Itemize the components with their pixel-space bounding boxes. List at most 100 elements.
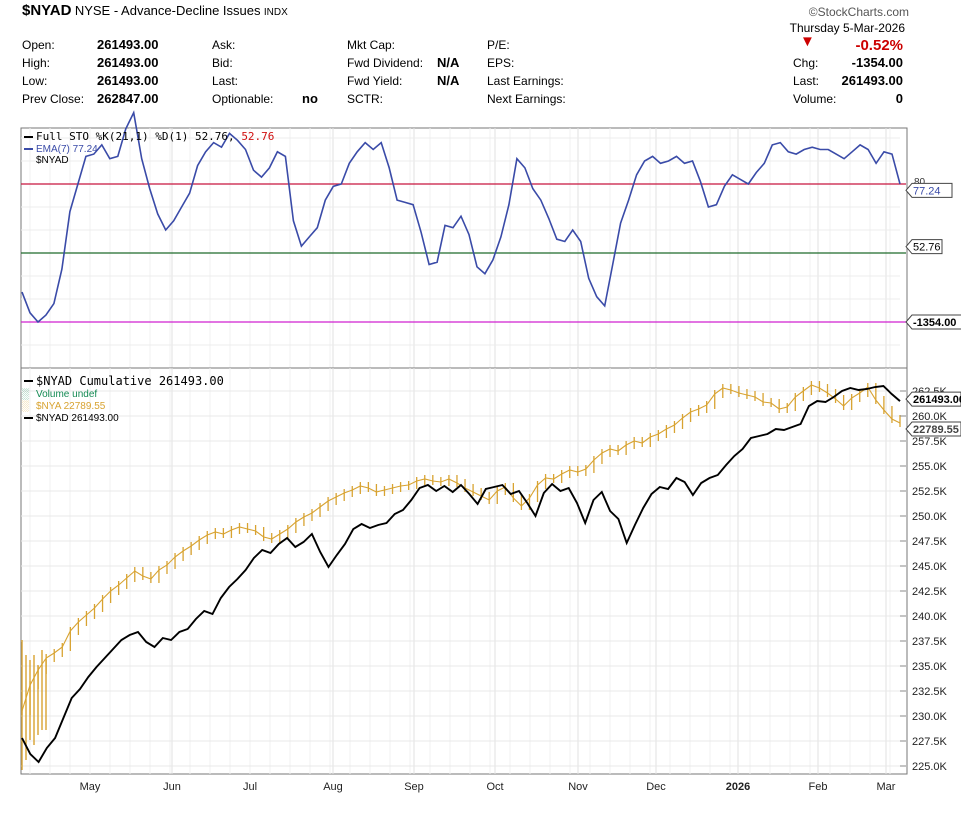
sto-legend: Full STO %K(21,1) %D(1) 52.76, 52.76 EMA… bbox=[24, 130, 274, 166]
volume-legend-label: Volume undef bbox=[36, 389, 97, 400]
price-right-labels: 261493.00 22789.55 bbox=[905, 391, 961, 437]
price-y-tick-label: 232.5K bbox=[912, 686, 948, 698]
last-price-label: Last: bbox=[793, 74, 820, 88]
sto-right-label-text: 52.76 bbox=[913, 242, 941, 254]
price-right-label: 261493.00 bbox=[905, 391, 961, 407]
brand: ©StockCharts.com bbox=[808, 5, 909, 19]
price-y-tick-label: 240.0K bbox=[912, 611, 948, 623]
price-grid bbox=[21, 368, 900, 774]
title-block: $NYAD NYSE - Advance-Decline Issues INDX bbox=[22, 2, 288, 19]
prev-close-label: Prev Close: bbox=[22, 92, 85, 106]
x-tick-label: Aug bbox=[323, 781, 343, 793]
bid-label: Bid: bbox=[212, 56, 233, 70]
open-value: 261493.00 bbox=[97, 37, 159, 52]
x-tick-label: 2026 bbox=[726, 781, 750, 793]
price-y-tick-label: 245.0K bbox=[912, 561, 948, 573]
nyad-legend-swatch bbox=[24, 417, 33, 419]
sto-right-label: 77.24 bbox=[905, 182, 953, 198]
optionable-value: no bbox=[302, 91, 318, 106]
sto-right-label: 52.76 bbox=[905, 239, 943, 255]
volume-value: 0 bbox=[895, 91, 903, 106]
fwd-yield-label: Fwd Yield: bbox=[347, 74, 403, 88]
sto-legend-main: Full STO %K(21,1) %D(1) 52.76, bbox=[36, 130, 235, 143]
ask-label: Ask: bbox=[212, 38, 236, 52]
price-y-axis: 262.5K260.0K257.5K255.0K252.5K250.0K247.… bbox=[900, 386, 948, 773]
sto-series bbox=[21, 110, 901, 324]
low-value: 261493.00 bbox=[97, 73, 159, 88]
x-tick-label: May bbox=[80, 781, 101, 793]
x-tick-label: Sep bbox=[404, 781, 424, 793]
price-y-tick-label: 247.5K bbox=[912, 536, 948, 548]
nya-legend-label: $NYA 22789.55 bbox=[36, 401, 106, 412]
high-label: High: bbox=[22, 56, 51, 70]
price-y-tick-label: 230.0K bbox=[912, 711, 948, 723]
x-axis: May Jun Jul Aug Sep Oct Nov Dec 2026 Feb Mar bbox=[80, 781, 896, 793]
down-arrow-icon: ▼ bbox=[800, 33, 815, 50]
nyad-line bbox=[21, 385, 901, 764]
volume-legend-icon: ░ bbox=[22, 388, 29, 400]
sto-right-label-box bbox=[905, 314, 961, 330]
symbol: $NYAD bbox=[22, 2, 72, 19]
volume-label: Volume: bbox=[793, 92, 837, 106]
eps-label: EPS: bbox=[487, 56, 515, 70]
title: NYSE - Advance-Decline Issues bbox=[74, 3, 261, 18]
sto-right-label: -1354.00 bbox=[905, 314, 961, 330]
ema-legend-label: EMA(7) 77.24 bbox=[36, 144, 98, 155]
mkt-cap-label: Mkt Cap: bbox=[347, 38, 396, 52]
pe-label: P/E: bbox=[487, 38, 510, 52]
x-tick-label: Jun bbox=[163, 781, 181, 793]
price-right-label-text: 261493.00 bbox=[913, 394, 961, 406]
price-y-tick-label: 235.0K bbox=[912, 661, 948, 673]
sto-legend-red: 52.76 bbox=[241, 130, 274, 143]
ema-legend-swatch bbox=[24, 148, 33, 150]
price-y-tick-label: 255.0K bbox=[912, 461, 948, 473]
last-label: Last: bbox=[212, 74, 239, 88]
nyad-cumulative-label: $NYAD Cumulative 261493.00 bbox=[36, 374, 224, 388]
price-y-tick-label: 250.0K bbox=[912, 511, 948, 523]
sto-legend-label: Full STO %K(21,1) %D(1) 52.76, 52.76 bbox=[36, 130, 274, 143]
nya-legend-icon: ░ bbox=[22, 400, 29, 412]
price-y-tick-label: 260.0K bbox=[912, 411, 948, 423]
price-right-label-text: 22789.55 bbox=[913, 424, 959, 436]
optionable-label: Optionable: bbox=[212, 92, 274, 106]
chg-label: Chg: bbox=[793, 56, 819, 70]
price-y-tick-label: 227.5K bbox=[912, 736, 948, 748]
low-label: Low: bbox=[22, 74, 48, 88]
fwd-dividend-label: Fwd Dividend: bbox=[347, 56, 424, 70]
sto-right-label-box bbox=[905, 239, 943, 255]
ema-line bbox=[21, 110, 901, 324]
price-y-tick-label: 252.5K bbox=[912, 486, 948, 498]
sto-right-labels: 77.24 52.76 -1354.00 bbox=[905, 182, 961, 330]
nyad-panel1-legend-label: $NYAD bbox=[36, 155, 69, 166]
x-tick-label: Dec bbox=[646, 781, 666, 793]
nyad-series bbox=[21, 385, 901, 764]
sto-right-label-text: 77.24 bbox=[913, 185, 941, 197]
price-legend: $NYAD Cumulative 261493.00 ░ Volume unde… bbox=[22, 374, 224, 424]
sto-right-label-box bbox=[905, 182, 953, 198]
sto-hidden-label: 80 bbox=[914, 177, 926, 188]
sctr-label: SCTR: bbox=[347, 92, 383, 106]
next-earnings-label: Next Earnings: bbox=[487, 92, 566, 106]
nyad-cum-swatch bbox=[24, 380, 33, 382]
x-tick-label: Mar bbox=[877, 781, 896, 793]
nyad-legend-label: $NYAD 261493.00 bbox=[36, 413, 119, 424]
fwd-yield-value: N/A bbox=[437, 73, 460, 88]
exchange: INDX bbox=[263, 7, 288, 18]
price-y-tick-label: 225.0K bbox=[912, 761, 948, 773]
price-right-label: 22789.55 bbox=[905, 421, 961, 437]
price-panel-frame bbox=[20, 367, 908, 775]
change-percent: -0.52% bbox=[855, 37, 903, 54]
price-right-label-box bbox=[905, 391, 961, 407]
sto-reference-lines: 80 bbox=[21, 177, 926, 323]
chg-value: -1354.00 bbox=[851, 55, 903, 70]
sto-right-label-text: -1354.00 bbox=[913, 317, 956, 329]
fwd-dividend-value: N/A bbox=[437, 55, 460, 70]
price-y-tick-label: 237.5K bbox=[912, 636, 948, 648]
price-y-tick-label: 257.5K bbox=[912, 436, 948, 448]
x-tick-label: Nov bbox=[568, 781, 588, 793]
x-tick-label: Oct bbox=[486, 781, 503, 793]
last-earnings-label: Last Earnings: bbox=[487, 74, 564, 88]
nya-series bbox=[21, 381, 901, 770]
